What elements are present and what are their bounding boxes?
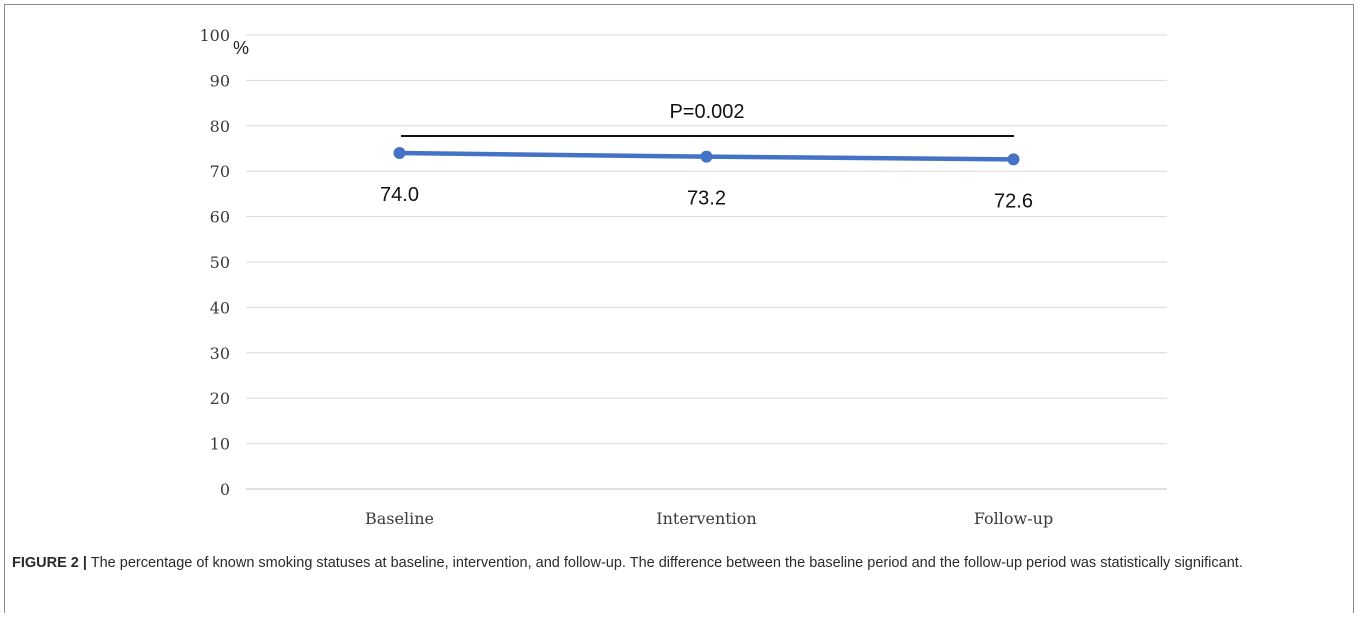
y-tick-label: 90 [210,71,230,90]
x-tick-label: Follow-up [974,509,1053,528]
y-tick-label: 0 [220,480,230,499]
data-label: 74.0 [380,184,419,206]
y-tick-label: 50 [210,253,230,272]
x-tick-label: Baseline [365,509,434,528]
figure-caption: FIGURE 2 | The percentage of known smoki… [12,553,1342,574]
y-unit-label: % [233,38,249,58]
series-line [393,147,1020,166]
x-tick-label: Intervention [656,509,756,528]
figure-frame [4,4,1354,613]
gridlines [246,34,1167,490]
y-tick-label: 40 [210,298,230,317]
y-tick-label: 10 [210,435,230,454]
data-labels: 74.0 73.2 72.6 [380,184,1033,212]
data-point [1007,153,1020,166]
data-point [700,150,713,163]
x-axis-ticks: Baseline Intervention Follow-up [365,509,1053,528]
y-tick-label: 30 [210,344,230,363]
y-axis-ticks: 0 10 20 30 40 50 60 70 80 90 100 [199,26,230,499]
y-tick-label: 70 [210,162,230,181]
data-point [393,147,406,160]
y-tick-label: 60 [210,208,230,227]
y-tick-label: 20 [210,389,230,408]
caption-label: FIGURE 2 | [12,555,87,571]
p-value-annotation: P=0.002 [669,101,744,123]
line-chart: 0 10 20 30 40 50 60 70 80 90 100 % Baseline Interve… [199,26,1167,528]
y-tick-label: 100 [199,26,230,45]
data-label: 73.2 [687,188,726,210]
y-tick-label: 80 [210,117,230,136]
caption-text: The percentage of known smoking statuses… [90,555,1243,571]
data-label: 72.6 [994,190,1033,212]
